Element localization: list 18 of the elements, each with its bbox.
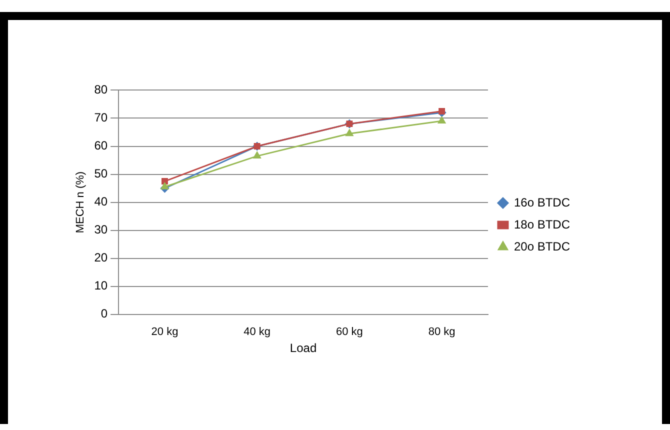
y-tick-label: 10	[94, 278, 108, 293]
y-tick-label: 60	[94, 138, 108, 153]
y-tick-label: 50	[94, 166, 108, 181]
x-tick-label: 20 kg	[151, 326, 178, 338]
x-tick-label: 60 kg	[336, 326, 363, 338]
y-tick-label: 30	[94, 222, 108, 237]
y-tick-label: 70	[94, 110, 108, 125]
y-tick-label: 0	[100, 306, 108, 321]
legend-label: 16o BTDC	[514, 195, 570, 210]
y-tick-label: 20	[94, 250, 108, 265]
y-tick-label: 80	[94, 82, 108, 97]
x-axis-title: Load	[290, 341, 317, 356]
x-tick-label: 40 kg	[244, 326, 271, 338]
legend-label: 18o BTDC	[514, 217, 570, 232]
x-tick-label: 80 kg	[428, 326, 456, 338]
y-tick-label: 40	[94, 194, 108, 209]
legend-label: 20o BTDC	[514, 239, 570, 254]
y-axis-title: MECH n (%)	[74, 171, 87, 234]
